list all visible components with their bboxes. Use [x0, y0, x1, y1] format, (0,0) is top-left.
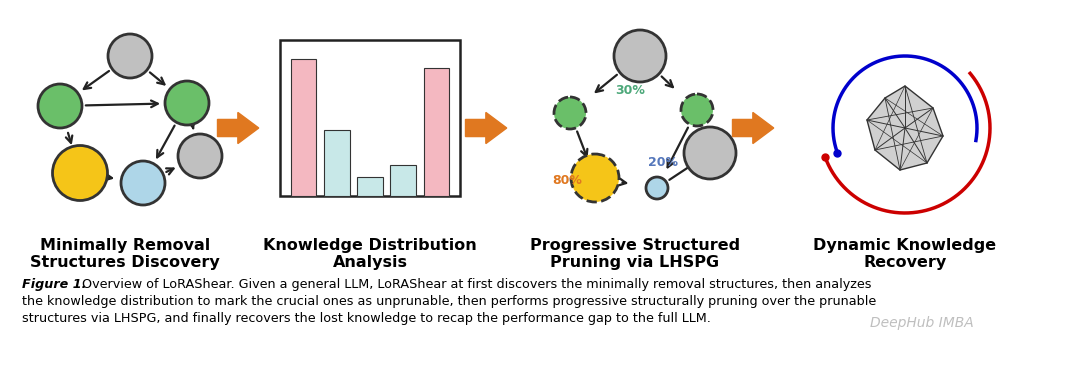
FancyArrow shape — [217, 112, 259, 144]
Circle shape — [108, 34, 152, 78]
Circle shape — [681, 94, 713, 126]
Circle shape — [615, 30, 666, 82]
Text: Progressive Structured
Pruning via LHSPG: Progressive Structured Pruning via LHSPG — [530, 238, 740, 270]
Circle shape — [178, 134, 222, 178]
FancyArrow shape — [465, 112, 507, 144]
Text: Overview of LoRAShear. Given a general LLM, LoRAShear at first discovers the min: Overview of LoRAShear. Given a general L… — [78, 278, 872, 291]
Bar — [291, 59, 316, 196]
Circle shape — [554, 97, 586, 129]
Circle shape — [571, 154, 619, 202]
Text: DeepHub IMBA: DeepHub IMBA — [870, 316, 974, 330]
Polygon shape — [867, 86, 943, 170]
Text: Knowledge Distribution
Analysis: Knowledge Distribution Analysis — [264, 238, 477, 270]
Text: the knowledge distribution to mark the crucial ones as unprunable, then performs: the knowledge distribution to mark the c… — [22, 295, 876, 308]
Bar — [423, 68, 449, 196]
Text: 80%: 80% — [552, 173, 582, 186]
Circle shape — [121, 161, 165, 205]
Text: Figure 1.: Figure 1. — [22, 278, 86, 291]
Circle shape — [38, 84, 82, 128]
Circle shape — [646, 177, 669, 199]
Text: 30%: 30% — [616, 84, 645, 97]
Text: Minimally Removal
Structures Discovery: Minimally Removal Structures Discovery — [30, 238, 220, 270]
Text: 20%: 20% — [648, 157, 678, 170]
Bar — [280, 40, 460, 196]
Circle shape — [53, 146, 108, 201]
FancyArrow shape — [732, 112, 773, 144]
Bar — [324, 131, 350, 196]
Bar — [357, 177, 382, 196]
Text: Dynamic Knowledge
Recovery: Dynamic Knowledge Recovery — [813, 238, 997, 270]
Circle shape — [684, 127, 735, 179]
Bar — [391, 165, 416, 196]
Circle shape — [165, 81, 210, 125]
Text: structures via LHSPG, and finally recovers the lost knowledge to recap the perfo: structures via LHSPG, and finally recove… — [22, 312, 711, 325]
